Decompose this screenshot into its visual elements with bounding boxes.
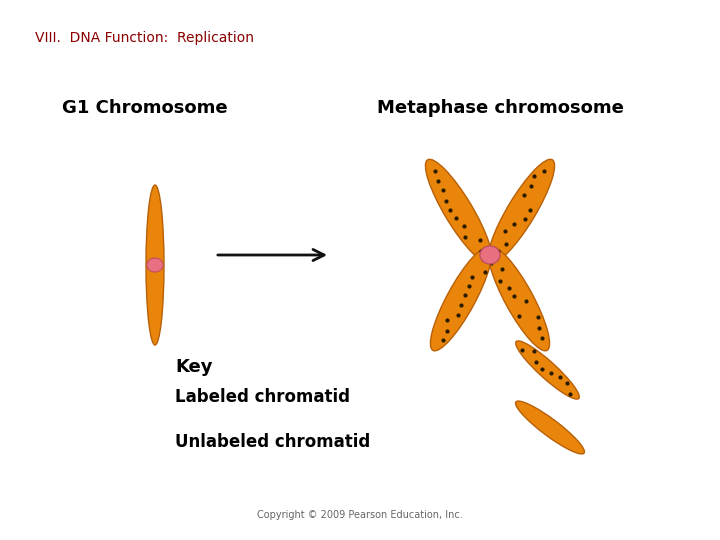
- Ellipse shape: [431, 247, 492, 351]
- Ellipse shape: [488, 247, 549, 351]
- Ellipse shape: [146, 185, 164, 345]
- Ellipse shape: [516, 401, 585, 454]
- Ellipse shape: [426, 159, 492, 262]
- Ellipse shape: [488, 159, 554, 262]
- Ellipse shape: [480, 246, 500, 264]
- Text: G1 Chromosome: G1 Chromosome: [62, 99, 228, 117]
- Ellipse shape: [516, 341, 580, 399]
- Text: Unlabeled chromatid: Unlabeled chromatid: [175, 433, 370, 451]
- Ellipse shape: [147, 258, 163, 272]
- Text: Copyright © 2009 Pearson Education, Inc.: Copyright © 2009 Pearson Education, Inc.: [257, 510, 463, 520]
- Text: Labeled chromatid: Labeled chromatid: [175, 388, 350, 406]
- Text: VIII.  DNA Function:  Replication: VIII. DNA Function: Replication: [35, 31, 254, 45]
- Text: Key: Key: [175, 358, 212, 376]
- Text: Metaphase chromosome: Metaphase chromosome: [377, 99, 624, 117]
